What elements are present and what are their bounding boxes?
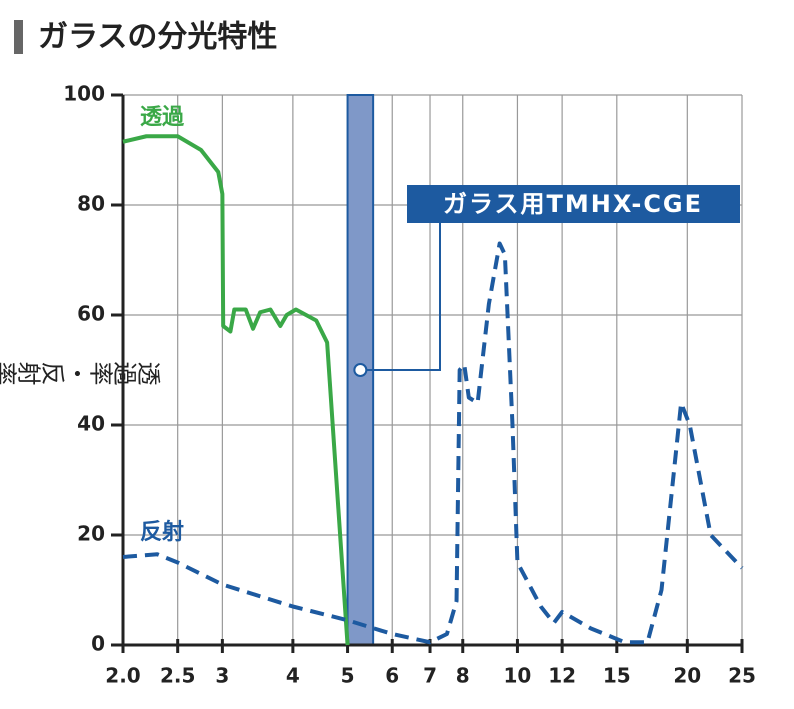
y-axis-label: 透過率・反射率（%）	[0, 357, 161, 385]
series-label: 反射	[140, 519, 184, 545]
x-tick-label: 25	[728, 664, 756, 688]
title-bar	[14, 20, 23, 54]
x-tick-label: 15	[603, 664, 631, 688]
x-tick-label: 6	[385, 664, 399, 688]
x-tick-label: 5	[341, 664, 355, 688]
x-tick-label: 2.5	[160, 664, 195, 688]
y-tick-label: 80	[77, 192, 105, 216]
x-tick-label: 7	[423, 664, 437, 688]
y-tick-label: 100	[63, 82, 105, 106]
leader-line	[360, 222, 441, 371]
y-tick-label: 0	[91, 632, 105, 656]
series-label: 透過	[140, 104, 185, 130]
x-tick-label: 10	[504, 664, 532, 688]
x-tick-label: 12	[548, 664, 576, 688]
leader-dot	[353, 363, 368, 377]
series-line	[122, 134, 350, 646]
y-tick-label: 60	[77, 302, 105, 326]
x-tick-label: 4	[286, 664, 300, 688]
y-tick-label: 40	[77, 412, 105, 436]
series-line	[122, 241, 744, 645]
highlight-label: ガラス用TMHX-CGE	[443, 190, 703, 218]
y-tick-label: 20	[77, 522, 105, 546]
x-tick-label: 20	[673, 664, 701, 688]
x-tick-label: 2.0	[105, 664, 140, 688]
x-tick-label: 3	[215, 664, 229, 688]
chart-title: ガラスの分光特性	[38, 20, 277, 55]
x-tick-label: 8	[456, 664, 470, 688]
label-box	[407, 185, 740, 223]
